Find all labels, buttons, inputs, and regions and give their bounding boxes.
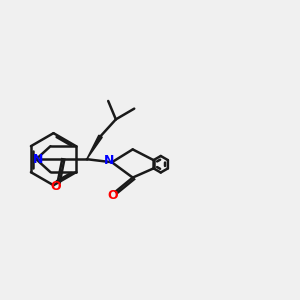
Text: O: O — [107, 188, 118, 202]
Text: O: O — [51, 180, 62, 193]
Text: N: N — [104, 154, 115, 167]
Polygon shape — [87, 135, 102, 159]
Text: N: N — [33, 153, 44, 166]
